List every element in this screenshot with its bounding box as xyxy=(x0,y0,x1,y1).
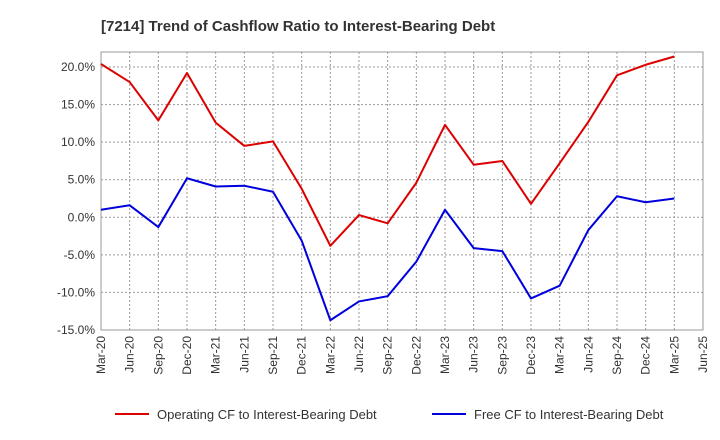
x-tick-label: Jun-23 xyxy=(467,336,481,373)
series-line-2 xyxy=(100,177,675,322)
x-tick-label: Dec-23 xyxy=(524,336,538,375)
x-tick-label: Mar-24 xyxy=(553,336,567,374)
x-tick-label: Mar-20 xyxy=(94,336,108,374)
legend-label-1: Operating CF to Interest-Bearing Debt xyxy=(157,407,377,422)
series-lines xyxy=(100,55,675,322)
y-axis-ticks: 20.0% 15.0% 10.0% 5.0% 0.0% -5.0% -10.0% -15.0% xyxy=(57,60,95,337)
x-tick-label: Sep-20 xyxy=(151,336,165,375)
plot-area xyxy=(100,51,704,331)
x-tick-label: Jun-25 xyxy=(696,336,710,373)
x-tick-label: Mar-23 xyxy=(438,336,452,374)
x-tick-label: Mar-25 xyxy=(667,336,681,374)
x-tick-label: Sep-23 xyxy=(495,336,509,375)
y-tick-label: 20.0% xyxy=(61,60,95,74)
legend-label-2: Free CF to Interest-Bearing Debt xyxy=(474,407,664,422)
x-tick-label: Sep-22 xyxy=(381,336,395,375)
series-line-1 xyxy=(100,55,675,247)
y-tick-label: 5.0% xyxy=(68,173,96,187)
y-tick-label: 10.0% xyxy=(61,135,95,149)
x-tick-label: Dec-22 xyxy=(409,336,423,375)
x-tick-label: Mar-21 xyxy=(209,336,223,374)
x-axis-ticks: Mar-20 Jun-20 Sep-20 Dec-20 Mar-21 Jun-21 Sep-… xyxy=(94,336,710,375)
y-tick-label: -15.0% xyxy=(57,323,95,337)
x-tick-label: Mar-22 xyxy=(323,336,337,374)
legend: Operating CF to Interest-Bearing Debt Fre… xyxy=(115,407,664,422)
x-tick-label: Jun-22 xyxy=(352,336,366,373)
y-tick-label: -10.0% xyxy=(57,285,95,299)
y-tick-label: -5.0% xyxy=(64,248,96,262)
chart-title: [7214] Trend of Cashflow Ratio to Intere… xyxy=(101,18,495,35)
x-tick-label: Jun-20 xyxy=(123,336,137,373)
x-tick-label: Jun-21 xyxy=(237,336,251,373)
x-tick-label: Sep-21 xyxy=(266,336,280,375)
x-tick-label: Dec-24 xyxy=(639,336,653,375)
x-tick-label: Sep-24 xyxy=(610,336,624,375)
x-tick-label: Jun-24 xyxy=(581,336,595,373)
x-tick-label: Dec-21 xyxy=(295,336,309,375)
y-tick-label: 0.0% xyxy=(68,210,96,224)
x-tick-label: Dec-20 xyxy=(180,336,194,375)
gridlines xyxy=(100,52,704,331)
y-tick-label: 15.0% xyxy=(61,98,95,112)
